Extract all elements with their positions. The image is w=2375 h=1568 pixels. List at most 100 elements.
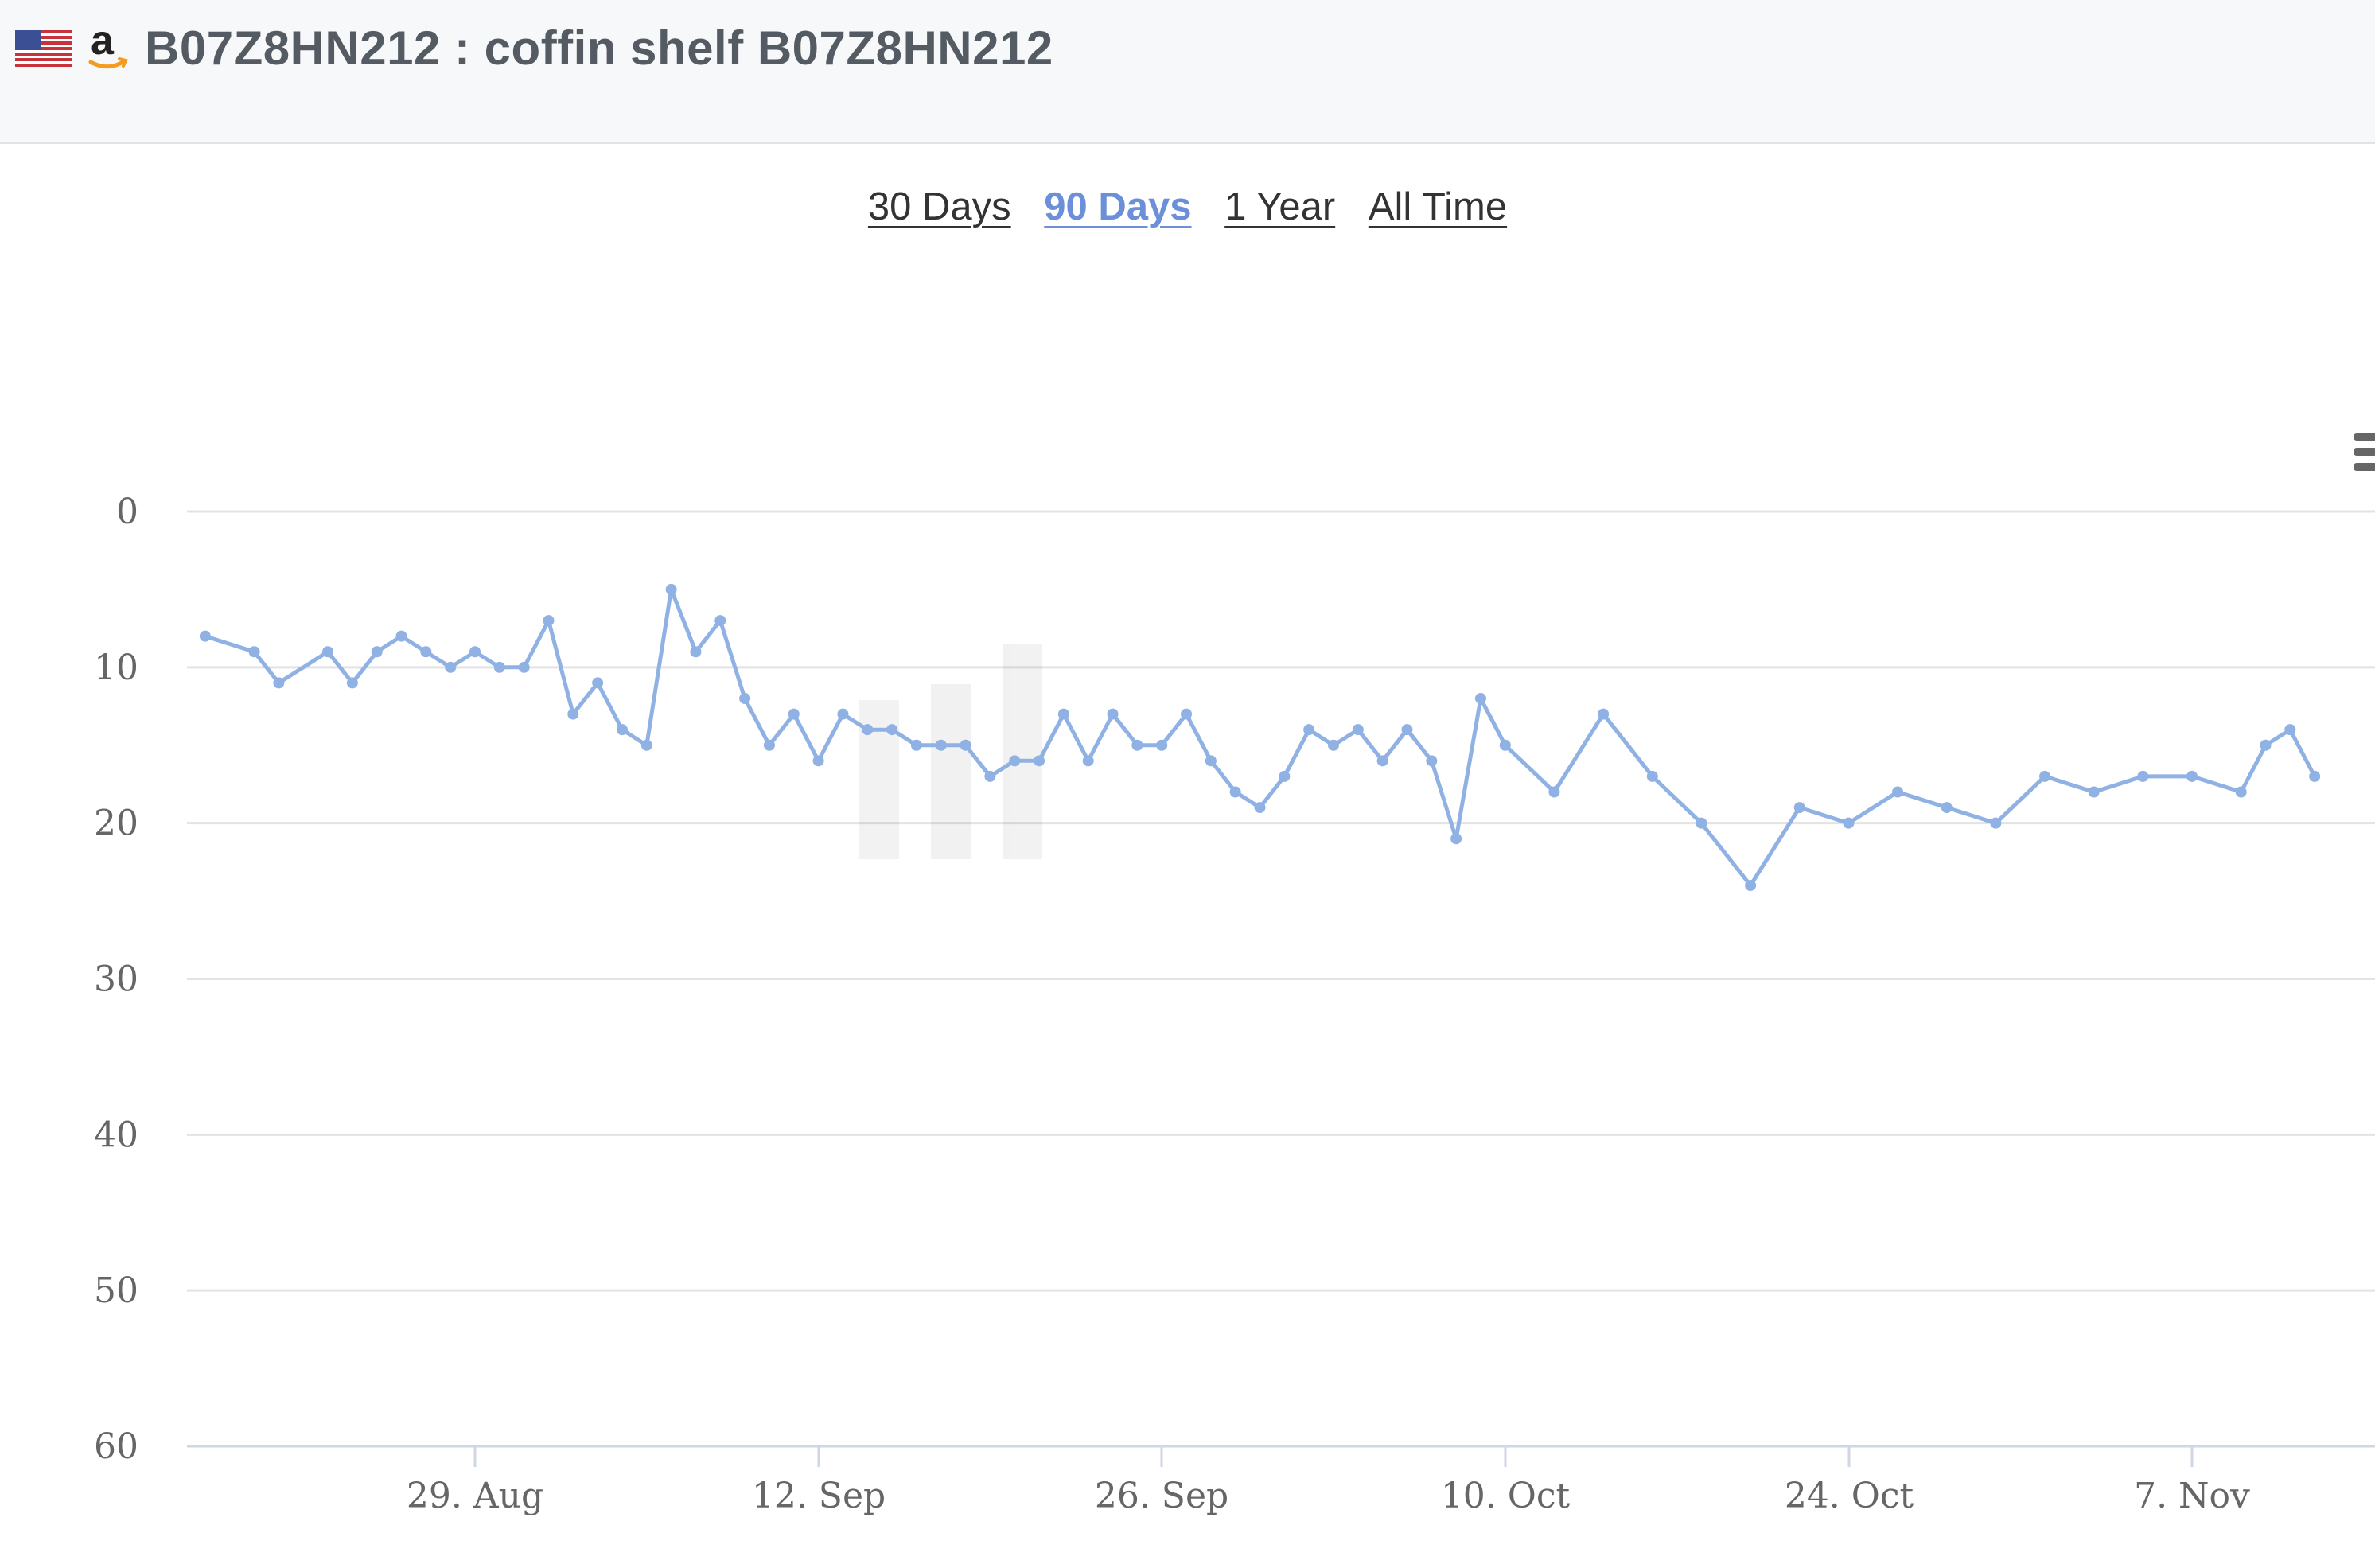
y-tick-label: 60 xyxy=(94,1426,138,1467)
data-point[interactable] xyxy=(1401,724,1413,736)
data-point[interactable] xyxy=(592,677,604,689)
us-flag-icon xyxy=(15,30,72,67)
x-tick-label: 10. Oct xyxy=(1441,1476,1571,1516)
chart-menu-icon[interactable] xyxy=(2354,433,2375,477)
tab-all-time[interactable]: All Time xyxy=(1368,185,1508,228)
tab-90-days[interactable]: 90 Days xyxy=(1044,185,1192,228)
data-point[interactable] xyxy=(739,693,751,704)
data-point[interactable] xyxy=(1279,770,1291,782)
y-tick-label: 30 xyxy=(94,959,138,1000)
data-point[interactable] xyxy=(640,739,652,751)
data-point[interactable] xyxy=(1499,739,1511,751)
data-point[interactable] xyxy=(788,708,800,720)
data-point[interactable] xyxy=(763,739,775,751)
data-point[interactable] xyxy=(493,661,505,673)
data-point[interactable] xyxy=(1131,739,1143,751)
data-point[interactable] xyxy=(2309,770,2321,782)
data-point[interactable] xyxy=(2284,724,2296,736)
data-point[interactable] xyxy=(1156,739,1168,751)
data-point[interactable] xyxy=(2260,739,2272,751)
x-tick-label: 12. Sep xyxy=(752,1476,886,1516)
data-point[interactable] xyxy=(1598,708,1610,720)
data-point[interactable] xyxy=(445,661,457,673)
y-tick-label: 10 xyxy=(94,648,138,688)
data-point[interactable] xyxy=(1205,755,1217,767)
data-point[interactable] xyxy=(346,677,358,689)
x-tick-label: 24. Oct xyxy=(1785,1476,1914,1516)
data-point[interactable] xyxy=(1474,693,1486,704)
data-point[interactable] xyxy=(1303,724,1315,736)
data-point[interactable] xyxy=(1057,708,1069,720)
data-point[interactable] xyxy=(273,677,285,689)
x-tick-label: 7. Nov xyxy=(2134,1476,2250,1516)
series-line xyxy=(204,587,2317,888)
data-point[interactable] xyxy=(1696,817,1707,829)
x-axis: 29. Aug 12. Sep 26. Sep 10. Oct 24. Oct 7. No… xyxy=(187,1445,2375,1516)
data-point[interactable] xyxy=(420,646,432,658)
y-axis-labels: 0 10 20 30 40 50 60 xyxy=(94,492,138,1467)
watermark xyxy=(859,644,1042,859)
svg-text:a: a xyxy=(91,18,115,64)
y-tick-label: 40 xyxy=(94,1115,138,1155)
data-point[interactable] xyxy=(1426,755,1438,767)
data-point[interactable] xyxy=(1009,755,1021,767)
data-point[interactable] xyxy=(322,646,334,658)
data-point[interactable] xyxy=(199,630,211,642)
data-point[interactable] xyxy=(1082,755,1094,767)
data-point[interactable] xyxy=(543,615,555,627)
data-point[interactable] xyxy=(1107,708,1119,720)
data-point[interactable] xyxy=(812,755,824,767)
data-point[interactable] xyxy=(1352,724,1364,736)
page-header: a B07Z8HN212 : coffin shelf B07Z8HN212 xyxy=(0,0,2375,144)
tab-30-days[interactable]: 30 Days xyxy=(867,185,1011,228)
data-point[interactable] xyxy=(2137,770,2149,782)
series-layer xyxy=(199,583,2321,891)
data-point[interactable] xyxy=(935,739,947,751)
data-point[interactable] xyxy=(2039,770,2051,782)
data-point[interactable] xyxy=(1892,786,1904,798)
x-tick-label: 29. Aug xyxy=(407,1476,543,1516)
data-point[interactable] xyxy=(1229,786,1241,798)
data-point[interactable] xyxy=(1181,708,1193,720)
data-point[interactable] xyxy=(690,646,702,658)
data-point[interactable] xyxy=(1376,755,1388,767)
data-point[interactable] xyxy=(567,708,579,720)
y-tick-label: 0 xyxy=(116,492,138,532)
data-point[interactable] xyxy=(984,770,996,782)
data-point[interactable] xyxy=(910,739,922,751)
page-title: B07Z8HN212 : coffin shelf B07Z8HN212 xyxy=(145,21,1053,75)
data-point[interactable] xyxy=(2088,786,2100,798)
y-tick-label: 20 xyxy=(94,803,138,844)
data-point[interactable] xyxy=(248,646,260,658)
y-tick-label: 50 xyxy=(94,1270,138,1311)
data-point[interactable] xyxy=(1328,739,1339,751)
data-point[interactable] xyxy=(1254,802,1266,814)
data-point[interactable] xyxy=(1034,755,1045,767)
data-point[interactable] xyxy=(1793,802,1805,814)
data-point[interactable] xyxy=(2186,770,2198,782)
amazon-logo-icon: a xyxy=(88,18,128,69)
data-point[interactable] xyxy=(886,724,898,736)
data-point[interactable] xyxy=(395,630,407,642)
data-point[interactable] xyxy=(862,724,874,736)
data-point[interactable] xyxy=(469,646,481,658)
data-point[interactable] xyxy=(1548,786,1560,798)
data-point[interactable] xyxy=(1745,880,1757,891)
data-point[interactable] xyxy=(371,646,383,658)
range-tabs: 30 Days 90 Days 1 Year All Time xyxy=(0,185,2375,229)
data-point[interactable] xyxy=(714,615,726,627)
data-point[interactable] xyxy=(1843,817,1855,829)
data-point[interactable] xyxy=(616,724,628,736)
grid-lines xyxy=(187,510,2375,1448)
data-point[interactable] xyxy=(960,739,971,751)
tab-1-year[interactable]: 1 Year xyxy=(1224,185,1336,228)
data-point[interactable] xyxy=(837,708,849,720)
data-point[interactable] xyxy=(1941,802,1953,814)
data-point[interactable] xyxy=(2235,786,2247,798)
data-point[interactable] xyxy=(665,583,677,595)
data-point[interactable] xyxy=(1646,770,1658,782)
data-point[interactable] xyxy=(1990,817,2002,829)
data-point[interactable] xyxy=(518,661,530,673)
data-point[interactable] xyxy=(1450,833,1462,845)
